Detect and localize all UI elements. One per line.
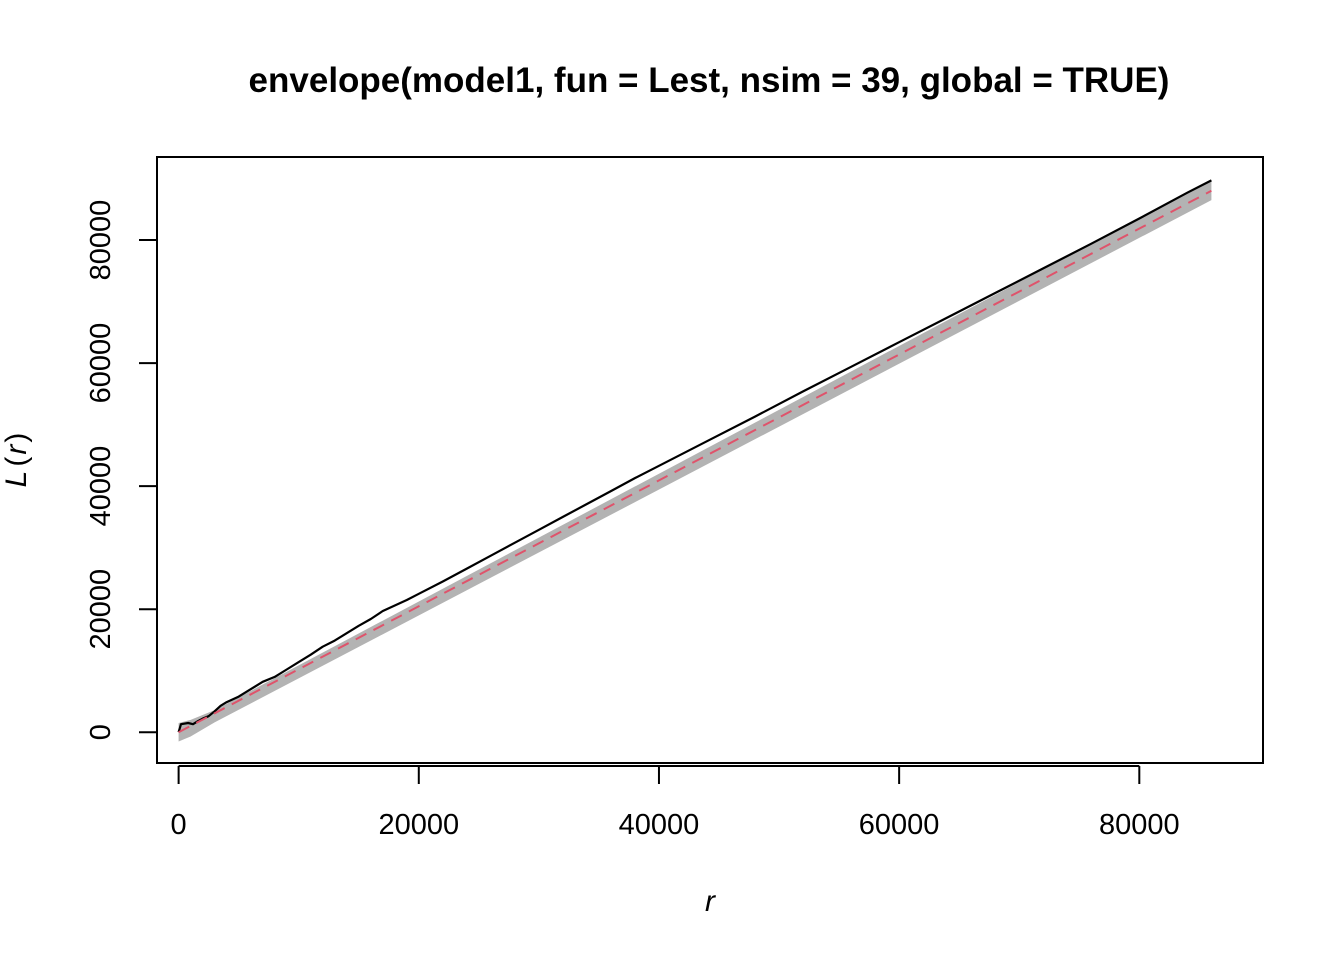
x-tick-label: 20000 bbox=[378, 809, 459, 841]
x-tick-label: 60000 bbox=[859, 809, 940, 841]
theoretical-line bbox=[178, 189, 1212, 734]
x-tick-label: 0 bbox=[171, 809, 187, 841]
y-axis-label-close-paren: ) bbox=[0, 433, 33, 443]
plot-layer bbox=[177, 179, 1212, 742]
x-tick-label: 80000 bbox=[1099, 809, 1180, 841]
x-axis-label: r bbox=[705, 885, 716, 918]
y-tick-label: 60000 bbox=[85, 323, 117, 404]
x-tick-label: 40000 bbox=[619, 809, 700, 841]
y-axis-label-main: L bbox=[0, 471, 33, 488]
y-tick-label: 80000 bbox=[85, 200, 117, 281]
observed-line bbox=[177, 179, 1212, 733]
y-tick-label: 20000 bbox=[85, 569, 117, 650]
y-axis-label-var: r bbox=[0, 444, 33, 455]
y-axis: 0 20000 40000 60000 80000 bbox=[85, 200, 158, 740]
chart-title: envelope(model1, fun = Lest, nsim = 39, … bbox=[249, 61, 1170, 100]
x-axis: 0 20000 40000 60000 80000 bbox=[171, 765, 1180, 841]
y-axis-label-open-paren: ( bbox=[0, 457, 33, 467]
plot-area bbox=[177, 179, 1212, 742]
y-tick-label: 0 bbox=[85, 724, 117, 740]
y-axis-label: L ( r) bbox=[0, 433, 33, 488]
y-tick-label: 40000 bbox=[85, 446, 117, 527]
